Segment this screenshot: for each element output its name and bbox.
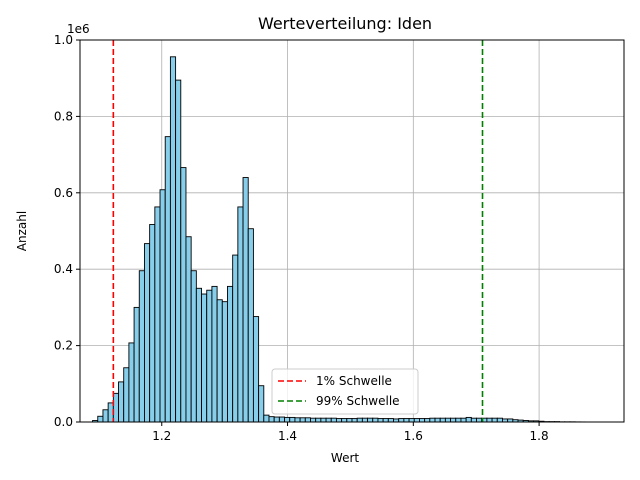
histogram-bar — [206, 289, 213, 423]
histogram-bar — [294, 417, 301, 423]
histogram-bar — [268, 416, 275, 423]
y-tick-label: 0.6 — [54, 186, 73, 200]
plot-frame — [79, 39, 625, 423]
legend-label-99pct: 99% Schwelle — [316, 394, 400, 408]
histogram-bar — [299, 417, 306, 423]
histogram-bar — [496, 417, 503, 423]
histogram-bar — [465, 416, 472, 423]
y-tick-label: 0.0 — [54, 415, 73, 429]
histogram-bar — [278, 416, 286, 423]
histogram-bar — [258, 385, 265, 423]
histogram-bar — [455, 417, 462, 423]
histogram-bar — [138, 270, 145, 423]
legend-box — [271, 368, 419, 415]
x-tick-label: 1.2 — [152, 429, 171, 443]
histogram-bar — [247, 228, 254, 423]
histogram-bar — [118, 381, 125, 423]
histogram-bar — [315, 417, 322, 423]
histogram-bar — [237, 206, 244, 423]
histogram-bar — [335, 418, 343, 423]
histogram-bar — [195, 287, 202, 423]
y-tick-label: 0.8 — [54, 109, 73, 123]
histogram-bar — [149, 224, 156, 423]
histogram-bar — [444, 417, 452, 423]
x-tick-label: 1.6 — [404, 429, 423, 443]
histogram-bar — [377, 418, 384, 423]
histogram-bar — [252, 316, 260, 423]
histogram-bar — [476, 417, 483, 423]
histogram-bar — [185, 236, 192, 423]
histogram-bar — [418, 418, 426, 423]
y-tick-label: 0.4 — [54, 262, 73, 276]
histogram-bar — [112, 392, 119, 423]
histogram-bar — [413, 418, 420, 423]
histogram-bar — [221, 301, 228, 423]
histogram-bar — [304, 417, 311, 423]
threshold-layer — [112, 40, 484, 422]
histogram-bar — [175, 79, 182, 423]
histogram-bar — [128, 342, 135, 423]
y-axis-label: Anzahl — [15, 211, 29, 251]
histogram-bar — [403, 418, 410, 423]
histogram-bar — [201, 293, 208, 423]
histogram-bar — [491, 417, 498, 423]
histogram-bar — [216, 299, 223, 423]
histogram-bar — [159, 189, 166, 423]
histogram-bar — [232, 254, 239, 423]
histogram-bar — [356, 417, 363, 423]
histogram-bar — [372, 417, 379, 423]
histogram-bar — [133, 306, 140, 423]
histogram-bar — [398, 418, 405, 423]
histogram-bar — [123, 367, 130, 423]
histogram-bar — [429, 417, 436, 423]
histogram-bar — [325, 417, 332, 423]
histogram-bar — [330, 417, 337, 423]
histogram-bar — [242, 177, 249, 423]
x-tick-label: 1.4 — [278, 429, 297, 443]
y-axis-scale-label: 1e6 — [67, 22, 90, 36]
histogram-bar — [211, 285, 218, 423]
histogram-bar — [346, 418, 353, 423]
histogram-bar — [97, 415, 104, 423]
histogram-bar — [320, 417, 327, 423]
histogram-bar — [382, 418, 389, 423]
histogram-bar — [439, 417, 446, 423]
histogram-bar — [144, 243, 151, 423]
histogram-bar — [361, 417, 369, 423]
histogram-bar — [351, 418, 358, 423]
x-tick-label: 1.8 — [530, 429, 549, 443]
histogram-bar — [164, 136, 171, 423]
chart-title: Werteverteilung: Iden — [258, 14, 432, 33]
histogram-bar — [169, 56, 177, 423]
y-tick-label: 0.2 — [54, 339, 73, 353]
x-axis-label: Wert — [331, 451, 359, 465]
histogram-bar — [408, 418, 415, 423]
histogram-bar — [190, 270, 197, 423]
histogram-bar — [460, 417, 467, 423]
histogram-bar — [284, 416, 291, 423]
histogram-bar — [273, 416, 280, 423]
histogram-bar — [341, 418, 348, 423]
legend: 1% Schwelle 99% Schwelle — [271, 368, 419, 415]
histogram-bar — [263, 414, 270, 423]
legend-label-1pct: 1% Schwelle — [316, 374, 392, 388]
histogram-bar — [289, 416, 296, 423]
histogram-bar — [367, 417, 374, 423]
ticks-layer: 1.2 1.4 1.6 1.8 0.0 0.2 0.4 0.6 0.8 1.0 — [54, 33, 549, 443]
histogram-bar — [387, 418, 394, 423]
histogram-bar — [486, 417, 493, 423]
histogram-bar — [424, 418, 431, 423]
histogram-bar — [102, 409, 109, 423]
histogram-bar — [470, 417, 477, 423]
histogram-bar — [180, 167, 187, 423]
histogram-bar — [450, 417, 457, 423]
y-tick-label: 1.0 — [54, 33, 73, 47]
histogram-bar — [154, 206, 161, 423]
histogram-bar — [434, 417, 441, 423]
histogram-bar — [227, 285, 234, 423]
histogram-bar — [310, 417, 317, 423]
